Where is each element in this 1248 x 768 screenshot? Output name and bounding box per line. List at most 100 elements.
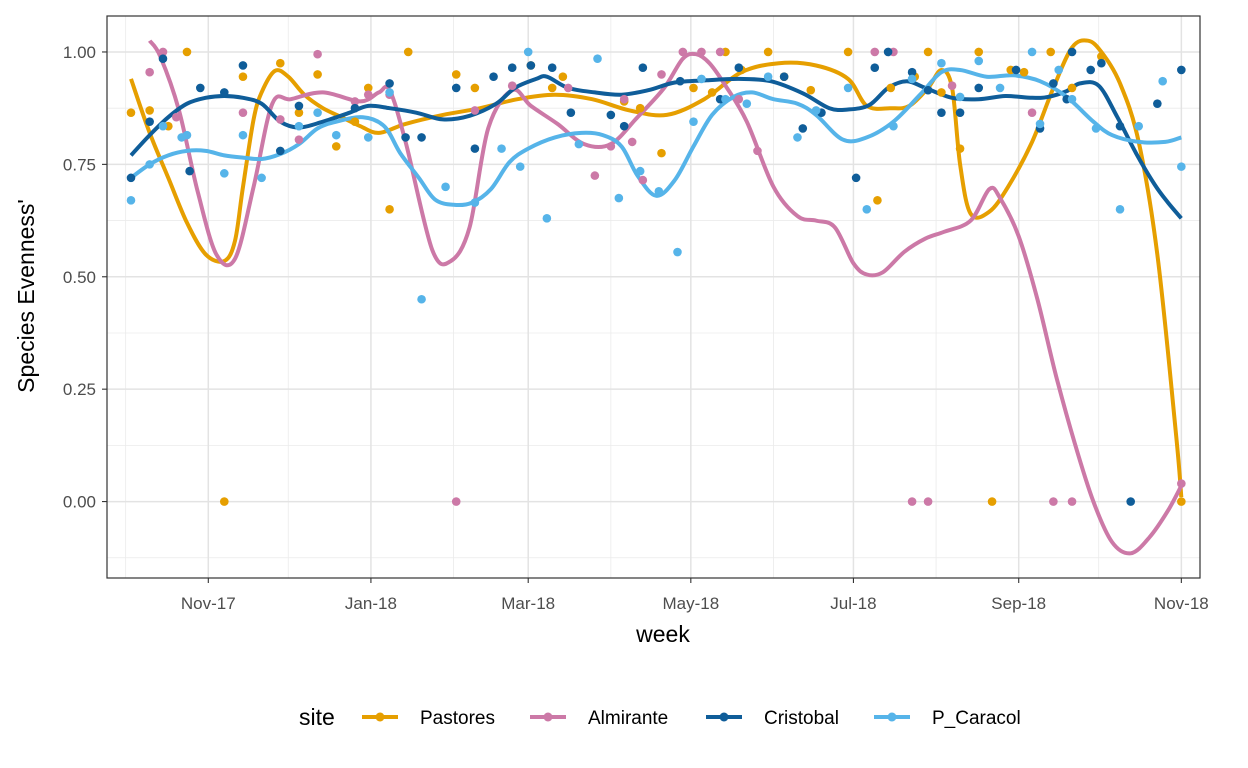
x-tick-label: Sep-18 [991, 594, 1046, 613]
point-cristobal [417, 133, 426, 142]
point-p-caracol [515, 162, 525, 171]
point-pastores [294, 108, 304, 117]
point-p-caracol [721, 94, 730, 104]
point-p-caracol [331, 130, 341, 140]
point-cristobal [1067, 47, 1077, 57]
point-p-caracol [219, 169, 229, 178]
point-pastores [806, 85, 816, 95]
point-p-caracol [889, 121, 898, 131]
point-pastores [974, 47, 984, 57]
point-almirante [1049, 497, 1058, 506]
x-axis: Nov-17 Jan-18 Mar-18 May-18 Jul-18 Sep-18 Nov-… [181, 578, 1209, 613]
point-pastores [451, 70, 461, 79]
point-pastores [955, 144, 965, 153]
point-almirante [507, 81, 517, 90]
point-cristobal [350, 103, 360, 113]
point-cristobal [470, 144, 480, 153]
point-p-caracol [1027, 47, 1037, 57]
legend-key-point [719, 712, 729, 722]
point-p-caracol [238, 130, 248, 140]
point-cristobal [185, 166, 194, 176]
point-cristobal [489, 72, 498, 81]
point-pastores [657, 148, 666, 158]
point-pastores [547, 83, 557, 93]
point-almirante [590, 171, 600, 180]
point-p-caracol [995, 83, 1005, 93]
point-pastores [403, 47, 413, 57]
point-p-caracol [673, 247, 682, 257]
point-pastores [987, 497, 997, 506]
point-almirante [619, 94, 629, 104]
point-pastores [331, 142, 341, 151]
point-p-caracol [614, 193, 624, 203]
x-axis-title: week [635, 621, 690, 647]
point-pastores [126, 108, 136, 117]
legend-label: Almirante [588, 708, 668, 729]
point-cristobal [870, 63, 880, 73]
point-almirante [734, 94, 744, 104]
point-cristobal [238, 61, 248, 70]
point-pastores [873, 196, 882, 205]
point-p-caracol [417, 294, 426, 304]
point-pastores [1177, 497, 1186, 506]
point-cristobal [145, 117, 154, 126]
legend-label: Pastores [420, 708, 495, 729]
point-p-caracol [763, 72, 773, 81]
point-p-caracol [955, 92, 965, 102]
point-p-caracol [145, 160, 154, 169]
point-almirante [363, 90, 373, 99]
point-p-caracol [385, 88, 394, 97]
point-almirante [715, 47, 725, 57]
legend-label: P_Caracol [932, 708, 1021, 729]
point-p-caracol [294, 121, 304, 131]
point-p-caracol [635, 166, 645, 176]
point-almirante [947, 81, 957, 90]
point-cristobal [126, 173, 136, 183]
trend-line-pastores [129, 38, 1184, 498]
point-cristobal [851, 173, 861, 183]
point-p-caracol [1054, 65, 1064, 75]
point-p-caracol [574, 139, 584, 149]
point-p-caracol [1158, 76, 1167, 86]
point-cristobal [883, 47, 893, 57]
point-cristobal [606, 110, 616, 120]
point-p-caracol [470, 198, 480, 207]
x-tick-label: Nov-18 [1154, 594, 1209, 613]
point-p-caracol [654, 187, 664, 196]
point-pastores [1046, 47, 1056, 57]
point-p-caracol [862, 205, 872, 214]
point-cristobal [1115, 121, 1125, 131]
point-p-caracol [126, 196, 136, 205]
point-p-caracol [542, 214, 552, 223]
point-cristobal [1049, 79, 1058, 88]
point-cristobal [734, 63, 744, 73]
point-almirante [145, 67, 154, 77]
x-tick-label: Mar-18 [501, 594, 555, 613]
point-pastores [145, 106, 154, 115]
point-almirante [470, 106, 480, 115]
x-tick-label: Nov-17 [181, 594, 236, 613]
point-pastores [886, 83, 896, 93]
point-pastores [923, 47, 933, 57]
y-axis: 0.00 0.25 0.50 0.75 1.00 [63, 43, 107, 512]
point-p-caracol [793, 133, 802, 142]
point-p-caracol [523, 47, 533, 57]
point-almirante [678, 47, 688, 57]
point-p-caracol [313, 108, 322, 117]
y-tick-label: 0.50 [63, 268, 96, 287]
point-pastores [313, 70, 322, 79]
point-pastores [707, 88, 717, 97]
point-pastores [558, 72, 568, 81]
point-p-caracol [697, 74, 706, 84]
x-tick-label: Jul-18 [830, 594, 876, 613]
point-pastores [635, 103, 645, 113]
point-cristobal [219, 88, 229, 97]
legend: site Pastores Almirante Cristobal P_Caracol [299, 704, 1021, 730]
point-almirante [313, 49, 322, 59]
point-pastores [1097, 52, 1106, 61]
legend-key-point [887, 712, 897, 722]
point-almirante [1067, 497, 1077, 506]
point-cristobal [1011, 65, 1021, 75]
point-cristobal [798, 124, 808, 133]
legend-title: site [299, 704, 335, 730]
